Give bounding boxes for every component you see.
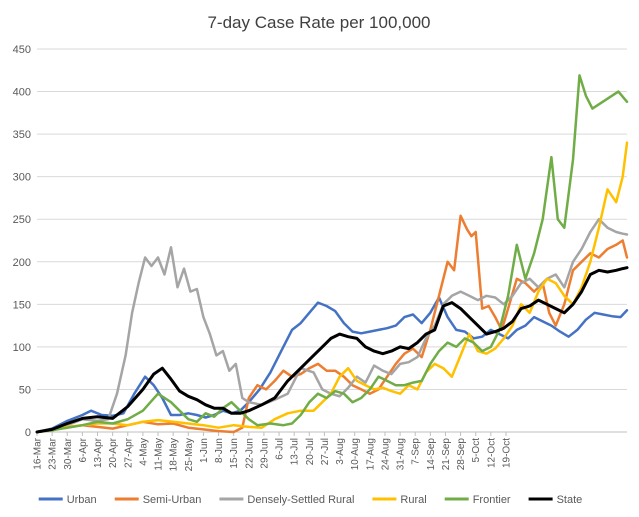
gridlines	[37, 48, 627, 390]
legend-label: Rural	[400, 494, 426, 506]
legend-label: Densely-Settled Rural	[247, 494, 354, 506]
legend-label: Semi-Urban	[143, 494, 202, 506]
legend-item: Urban	[38, 494, 97, 506]
y-tick-label: 400	[13, 87, 31, 99]
legend-item: State	[528, 494, 583, 506]
x-tick-label: 12-Oct	[486, 438, 497, 468]
x-tick-label: 20-Apr	[108, 437, 119, 468]
x-tick-label: 5-Oct	[471, 438, 482, 463]
legend-item: Rural	[372, 494, 427, 506]
y-tick-label: 0	[25, 427, 31, 439]
series-line-rural	[35, 141, 629, 434]
x-tick-label: 13-Jul	[290, 438, 301, 465]
x-tick-label: 15-Jun	[229, 438, 240, 469]
x-tick-label: 27-Jul	[320, 438, 331, 465]
y-tick-label: 50	[19, 384, 31, 396]
x-tick-label: 10-Aug	[350, 438, 361, 470]
x-tick-label: 3-Aug	[335, 438, 346, 465]
legend-item: Densely-Settled Rural	[219, 494, 354, 506]
x-tick-label: 1-Jun	[199, 438, 210, 463]
y-tick-label: 100	[13, 342, 31, 354]
x-tick-label: 23-Mar	[48, 437, 59, 469]
legend-label: State	[557, 494, 583, 506]
legend-item: Semi-Urban	[114, 494, 202, 506]
x-tick-label: 4-May	[138, 438, 149, 466]
x-tick-label: 31-Aug	[396, 438, 407, 470]
x-tick-label: 6-Jul	[275, 438, 286, 460]
x-tick-label: 22-Jun	[244, 438, 255, 469]
legend: Urban Semi-Urban Densely-Settled Rural Rura…	[38, 494, 583, 506]
x-tick-label: 28-Sep	[456, 438, 467, 471]
x-tick-label: 29-Jun	[259, 438, 270, 469]
y-tick-label: 450	[13, 44, 31, 56]
x-tick-label: 25-May	[184, 438, 195, 471]
y-tick-label: 300	[13, 172, 31, 184]
y-axis: 0 50 100 150 200 250 300 350 400 450	[13, 44, 31, 439]
series-line-frontier	[35, 74, 629, 434]
series-line-densely-settled-rural	[35, 217, 629, 434]
series-line-state	[35, 266, 629, 434]
y-tick-label: 250	[13, 214, 31, 226]
series-line-semi-urban	[35, 214, 629, 434]
x-tick-label: 27-Apr	[123, 437, 134, 468]
x-tick-label: 18-May	[169, 438, 180, 471]
y-tick-label: 150	[13, 299, 31, 311]
x-tick-label: 30-Mar	[63, 437, 74, 469]
y-tick-label: 350	[13, 129, 31, 141]
x-tick-label: 24-Aug	[380, 438, 391, 470]
x-tick-label: 19-Oct	[501, 438, 512, 468]
x-tick-label: 7-Sep	[411, 438, 422, 465]
x-tick-label: 17-Aug	[365, 438, 376, 470]
x-axis: 16-Mar 23-Mar 30-Mar 6-Apr 13-Apr 20-Apr 27-Ap…	[33, 431, 627, 471]
x-tick-label: 13-Apr	[93, 437, 104, 468]
x-tick-label: 6-Apr	[78, 437, 89, 462]
x-tick-label: 11-May	[154, 438, 165, 471]
y-tick-label: 200	[13, 257, 31, 269]
x-tick-label: 8-Jun	[214, 438, 225, 463]
series-lines	[35, 74, 629, 434]
legend-label: Urban	[67, 494, 97, 506]
series-line-urban	[35, 296, 629, 434]
x-tick-label: 14-Sep	[426, 438, 437, 471]
legend-label: Frontier	[473, 494, 511, 506]
x-tick-label: 16-Mar	[33, 437, 44, 469]
chart-title: 7-day Case Rate per 100,000	[207, 13, 430, 32]
legend-item: Frontier	[444, 494, 511, 506]
x-tick-label: 21-Sep	[441, 438, 452, 471]
x-tick-label: 20-Jul	[305, 438, 316, 465]
